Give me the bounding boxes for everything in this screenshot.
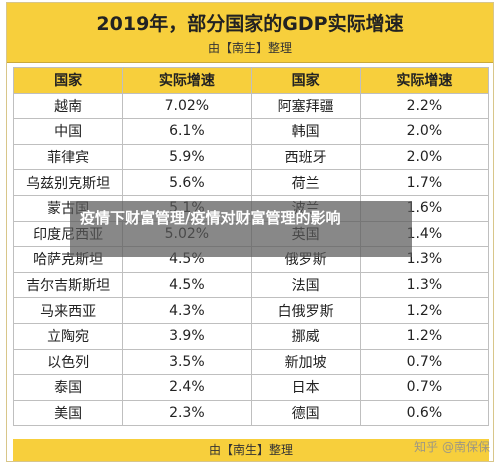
table-row: 中国 6.1% 韩国 2.0% <box>12 118 490 145</box>
country-cell: 立陶宛 <box>12 322 124 350</box>
country-cell: 挪威 <box>250 322 361 350</box>
growth-cell: 0.6% <box>359 399 490 427</box>
country-cell: 吉尔吉斯斯坦 <box>12 271 124 299</box>
country-cell: 泰国 <box>12 374 124 401</box>
country-cell: 马来西亚 <box>12 297 124 324</box>
country-cell: 越南 <box>12 92 124 120</box>
watermark: 知乎 @南保保 <box>414 440 490 454</box>
country-cell: 德国 <box>250 399 361 427</box>
table-row: 以色列 3.5% 新加坡 0.7% <box>12 348 490 376</box>
growth-cell: 0.7% <box>359 374 490 401</box>
table-row: 吉尔吉斯斯坦 4.5% 法国 1.3% <box>12 271 490 299</box>
growth-cell: 2.2% <box>359 92 490 120</box>
table-header-row: 国家 实际增速 国家 实际增速 <box>12 67 490 94</box>
page-title: 2019年，部分国家的GDP实际增速 <box>96 13 404 35</box>
country-cell: 哈萨克斯坦 <box>12 246 124 273</box>
growth-cell: 1.2% <box>359 297 490 324</box>
country-cell: 荷兰 <box>250 169 361 196</box>
table-row: 美国 2.3% 德国 0.6% <box>12 399 490 427</box>
article-title-overlay[interactable]: 疫情下财富管理/疫情对财富管理的影响 <box>70 201 412 257</box>
growth-cell: 4.3% <box>122 297 252 324</box>
growth-cell: 2.3% <box>122 399 252 427</box>
growth-cell: 2.0% <box>359 143 490 171</box>
country-cell: 阿塞拜疆 <box>250 92 361 120</box>
growth-cell: 5.6% <box>122 169 252 196</box>
growth-cell: 3.9% <box>122 322 252 350</box>
growth-cell: 1.3% <box>359 271 490 299</box>
growth-cell: 2.4% <box>122 374 252 401</box>
country-cell: 白俄罗斯 <box>250 297 361 324</box>
table-row: 泰国 2.4% 日本 0.7% <box>12 374 490 401</box>
growth-cell: 1.2% <box>359 322 490 350</box>
country-cell: 中国 <box>12 118 124 145</box>
growth-cell: 0.7% <box>359 348 490 376</box>
country-cell: 乌兹别克斯坦 <box>12 169 124 196</box>
growth-cell: 6.1% <box>122 118 252 145</box>
country-cell: 日本 <box>250 374 361 401</box>
table-row: 乌兹别克斯坦 5.6% 荷兰 1.7% <box>12 169 490 196</box>
country-cell: 法国 <box>250 271 361 299</box>
table-footer: 由【南生】整理 <box>13 439 489 461</box>
header-country-1: 国家 <box>12 67 124 94</box>
table-row: 马来西亚 4.3% 白俄罗斯 1.2% <box>12 297 490 324</box>
table-row: 菲律宾 5.9% 西班牙 2.0% <box>12 143 490 171</box>
growth-cell: 4.5% <box>122 271 252 299</box>
country-cell: 美国 <box>12 399 124 427</box>
page-subtitle: 由【南生】整理 <box>207 41 292 55</box>
growth-cell: 5.9% <box>122 143 252 171</box>
country-cell: 新加坡 <box>250 348 361 376</box>
table-row: 越南 7.02% 阿塞拜疆 2.2% <box>12 92 490 120</box>
header-growth-2: 实际增速 <box>359 67 490 94</box>
country-cell: 西班牙 <box>250 143 361 171</box>
table-row: 立陶宛 3.9% 挪威 1.2% <box>12 322 490 350</box>
growth-cell: 3.5% <box>122 348 252 376</box>
title-box: 2019年，部分国家的GDP实际增速 由【南生】整理 <box>7 3 493 63</box>
country-cell: 韩国 <box>250 118 361 145</box>
growth-cell: 7.02% <box>122 92 252 120</box>
country-cell: 菲律宾 <box>12 143 124 171</box>
header-country-2: 国家 <box>250 67 361 94</box>
country-cell: 以色列 <box>12 348 124 376</box>
growth-cell: 1.7% <box>359 169 490 196</box>
growth-cell: 2.0% <box>359 118 490 145</box>
header-growth-1: 实际增速 <box>122 67 252 94</box>
